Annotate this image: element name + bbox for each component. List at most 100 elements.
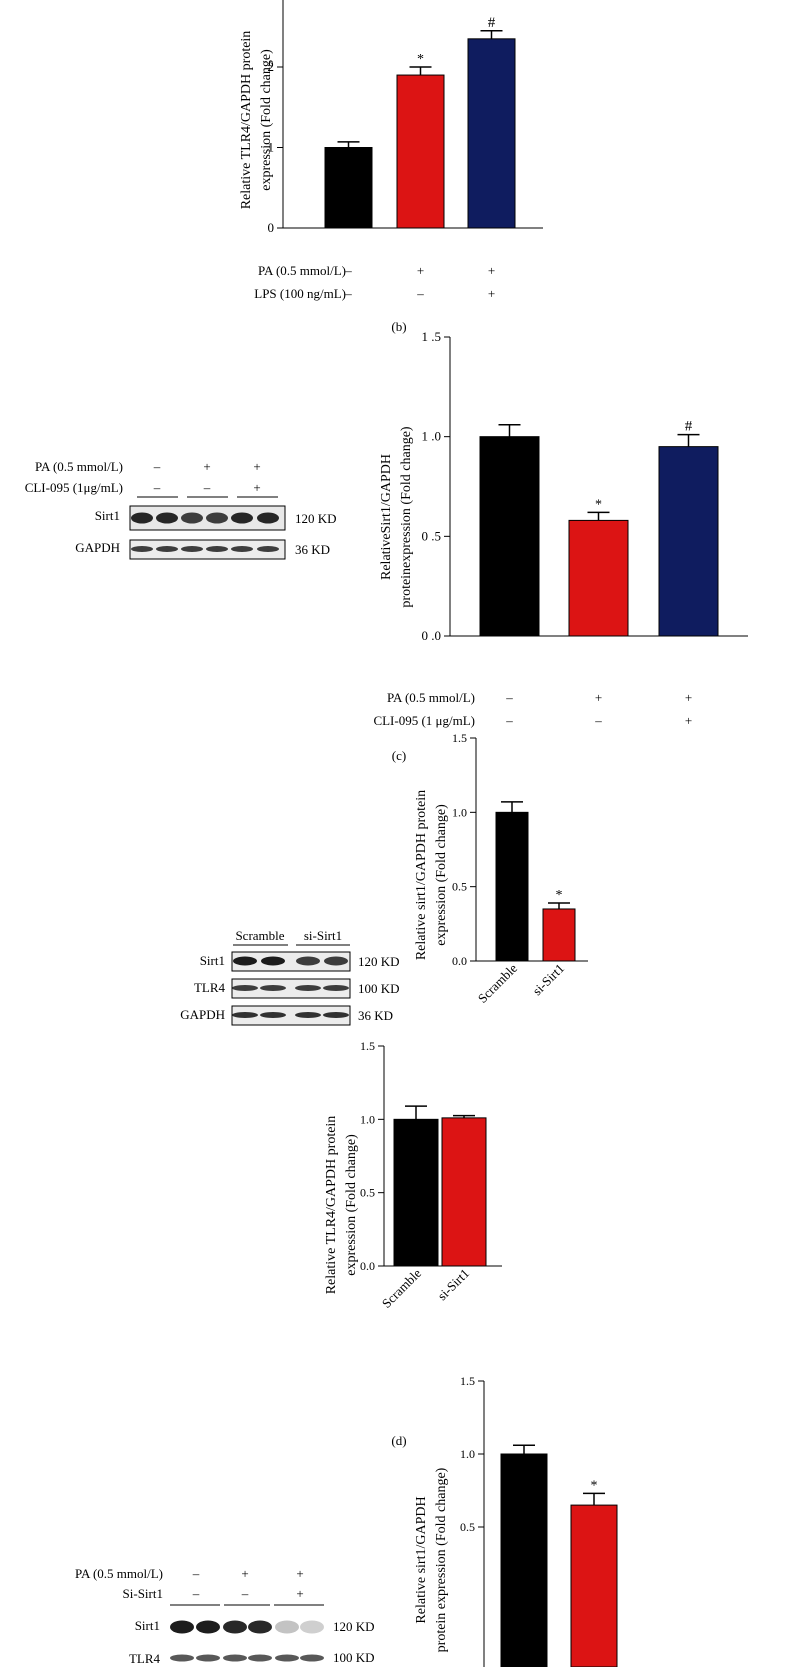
chart-c-bar: [479, 436, 540, 637]
chart-d1-bar: [542, 908, 576, 962]
blot-c-band: [206, 512, 228, 524]
chart-d1-ytick-label: 1.0: [452, 805, 467, 819]
blot-d-band: [261, 956, 285, 966]
chart-c-condition-mark: +: [685, 690, 692, 705]
blot-c-band: [156, 512, 178, 524]
blot-e-mark-1-1: –: [192, 1566, 200, 1581]
chart-d2-bar: [393, 1118, 439, 1267]
blot-e-band: [248, 1654, 272, 1662]
blot-d-band: [260, 985, 286, 991]
panel-label-d: (d): [391, 1433, 406, 1448]
panel-label-b: (b): [391, 319, 406, 334]
chart-e-bar: [570, 1504, 618, 1667]
blot-d-band: [232, 985, 258, 991]
blot-c-mark-2-3: +: [253, 480, 260, 495]
blot-d-band: [233, 956, 257, 966]
blot-e-cond1-label: PA (0.5 mmol/L): [75, 1566, 163, 1581]
chart-b-ylabel-line1: Relative TLR4/GAPDH protein: [239, 31, 254, 210]
blot-c-mark-1-3: +: [253, 459, 260, 474]
blot-d-band: [295, 1012, 321, 1018]
chart-b-cond2-label: LPS (100 ng/mL): [254, 286, 346, 301]
chart-d1-ylabel-line2: expression (Fold change): [434, 804, 449, 946]
chart-b-bar: [396, 74, 445, 229]
chart-b-ytick-label: 2: [268, 59, 275, 74]
blot-d-band: [295, 985, 321, 991]
chart-e-ylabel-line1: Relative sirt1/GAPDH: [414, 1496, 429, 1623]
chart-b-condition-mark: –: [344, 263, 352, 278]
blot-c-band: [181, 546, 203, 552]
blot-d-band: [260, 1012, 286, 1018]
chart-c-cond1-label: PA (0.5 mmol/L): [387, 690, 475, 705]
blot-c-band: [231, 546, 253, 552]
blot-c-band: [131, 512, 153, 524]
chart-e-ytick-label: 1.5: [460, 1374, 475, 1388]
chart-c-ytick-label: 1 .5: [422, 329, 442, 344]
blot-d: Scramble si-Sirt1 Sirt1 TLR4 GAPDH 120 K…: [180, 928, 400, 1026]
blot-c-row-gapdh-kd: 36 KD: [295, 542, 330, 557]
blot-e-row-sirt1-kd: 120 KD: [333, 1619, 375, 1634]
blot-c-band: [231, 512, 253, 524]
chart-d2-ylabel-line2: expression (Fold change): [344, 1134, 359, 1276]
panel-label-c: (c): [392, 748, 406, 763]
blot-e-mark-1-3: +: [296, 1566, 303, 1581]
chart-b-condition-mark: +: [488, 286, 495, 301]
blot-c-mark-2-2: –: [203, 480, 211, 495]
blot-d-band: [323, 1012, 349, 1018]
chart-b-ylabel-line2: expression (Fold change): [259, 49, 274, 191]
chart-b-ytick-label: 1: [268, 140, 275, 155]
chart-c-ytick-label: 0 .0: [422, 628, 442, 643]
blot-d-row-tlr4-label: TLR4: [194, 980, 226, 995]
blot-d-row-tlr4-kd: 100 KD: [358, 981, 400, 996]
chart-d1-ytick-label: 1.5: [452, 731, 467, 745]
blot-d-row-sirt1-label: Sirt1: [200, 953, 225, 968]
blot-d-strip-tlr4: [231, 978, 351, 999]
blot-e-band: [170, 1654, 194, 1662]
chart-d2-bar: [441, 1117, 487, 1267]
blot-c-band: [206, 546, 228, 552]
chart-b-significance-label: #: [488, 15, 496, 31]
blot-d-row-sirt1-kd: 120 KD: [358, 954, 400, 969]
blot-c-mark-1-2: +: [203, 459, 210, 474]
chart-c-ylabel-line1: RelativeSirt1/GAPDH: [379, 454, 394, 580]
chart-b-cond1-label: PA (0.5 mmol/L): [258, 263, 346, 278]
chart-b-significance-label: *: [417, 52, 424, 67]
blot-c-band: [181, 512, 203, 524]
blot-c-mark-2-1: –: [153, 480, 161, 495]
blot-d-band: [323, 985, 349, 991]
chart-c-cond2-label: CLI-095 (1 μg/mL): [373, 713, 475, 728]
chart-d1-category-label: Scramble: [475, 960, 520, 1005]
blot-e: PA (0.5 mmol/L) Si-Sirt1 – + + – – + Sir…: [75, 1566, 375, 1666]
blot-e-cond2-label: Si-Sirt1: [123, 1586, 163, 1601]
blot-e-band: [223, 1620, 247, 1634]
blot-c-cond1-label: PA (0.5 mmol/L): [35, 459, 123, 474]
chart-e: Relative sirt1/GAPDH protein expression …: [414, 1374, 618, 1667]
chart-d2-ytick-label: 1.0: [360, 1112, 375, 1126]
chart-e-ytick-label: 1.0: [460, 1447, 475, 1461]
chart-c-ytick-label: 1 .0: [422, 429, 442, 444]
chart-d2-ylabel-line1: Relative TLR4/GAPDH protein: [324, 1116, 339, 1295]
blot-e-band: [275, 1654, 299, 1662]
blot-d-row-gapdh-kd: 36 KD: [358, 1008, 393, 1023]
chart-d1-significance-label: *: [556, 888, 563, 903]
chart-d1-category-label: si-Sirt1: [529, 961, 567, 999]
blot-c-row-sirt1-kd: 120 KD: [295, 511, 337, 526]
blot-c-row-sirt1-label: Sirt1: [95, 508, 120, 523]
blot-d-band: [324, 956, 348, 966]
blot-d-row-gapdh-label: GAPDH: [180, 1007, 225, 1022]
blot-e-band: [300, 1654, 324, 1662]
chart-b-ytick-label: 0: [268, 220, 275, 235]
chart-d1-ylabel-line1: Relative sirt1/GAPDH protein: [414, 790, 429, 960]
chart-d2-ytick-label: 0.0: [360, 1259, 375, 1273]
chart-c-ylabel-line2: proteinexpression (Fold change): [399, 426, 414, 608]
blot-e-row-tlr4-label: TLR4: [129, 1651, 161, 1666]
blot-d-group-scramble: Scramble: [235, 928, 284, 943]
blot-c-row-gapdh-label: GAPDH: [75, 540, 120, 555]
chart-c-condition-mark: +: [595, 690, 602, 705]
blot-e-row-sirt1-label: Sirt1: [135, 1618, 160, 1633]
chart-d1-ytick-label: 0.0: [452, 954, 467, 968]
blot-d-strip-sirt1: [231, 951, 351, 972]
chart-d2-category-label: Scramble: [379, 1265, 424, 1310]
blot-e-band: [170, 1620, 194, 1634]
chart-c-bar: [658, 446, 719, 637]
chart-e-bar: [500, 1453, 548, 1667]
